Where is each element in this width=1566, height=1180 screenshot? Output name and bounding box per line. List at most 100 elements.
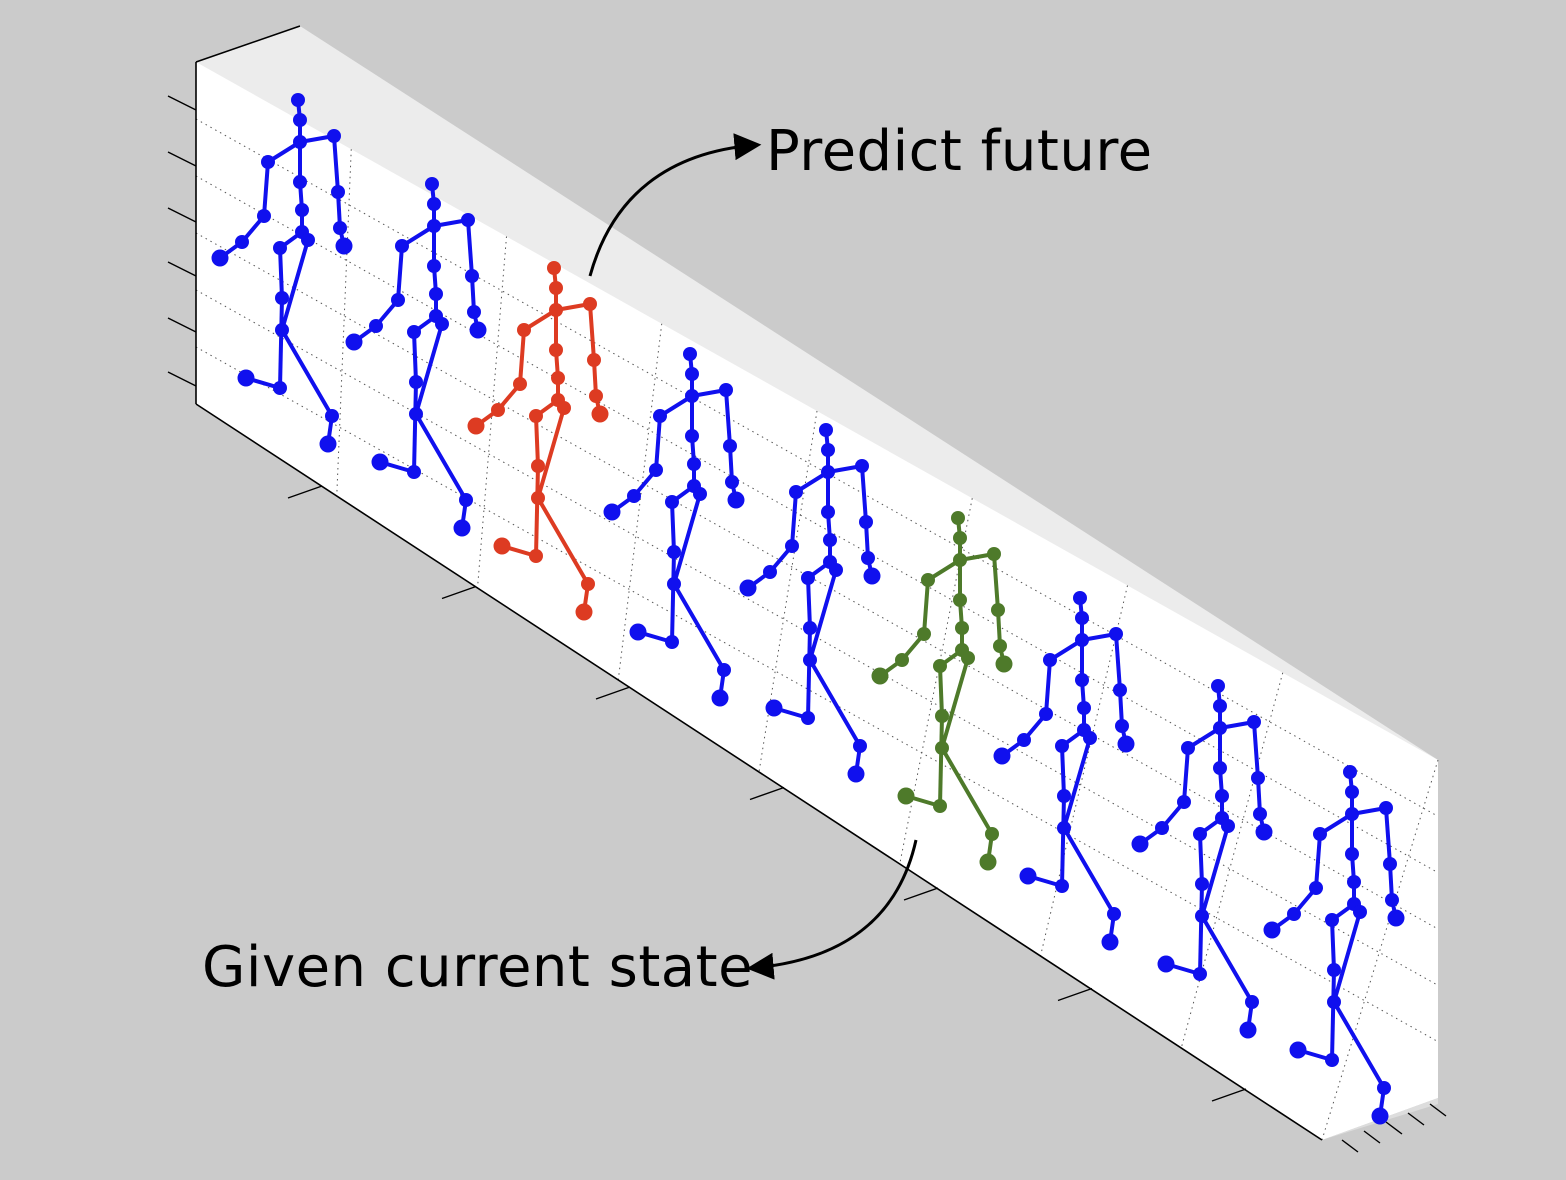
skeleton-joint [427,197,441,211]
skeleton-observed [211,93,353,453]
skeleton-joint [469,321,487,339]
skeleton-joint [435,317,449,331]
skeleton-bone [790,490,798,548]
skeleton-bone [992,552,1000,612]
skeleton-joint [581,577,595,591]
skeleton-joint [1343,765,1357,779]
skeleton-joint [529,409,543,423]
skeleton-joint [1245,995,1259,1009]
skeleton-joint [529,549,543,563]
skeleton-joint [1247,715,1261,729]
skeleton-joint [531,459,545,473]
skeleton-joint [301,233,315,247]
grid-line-horizontal [195,175,1439,874]
skeleton-joint [1109,627,1123,641]
skeleton-joint [1325,1053,1339,1067]
skeleton-joint [549,343,563,357]
skeleton-bone [414,412,468,502]
skeleton-joint [319,435,337,453]
skeleton-joint [993,747,1011,765]
skeleton-joint [995,655,1013,673]
skeleton-joint [491,403,505,417]
skeleton-joint [1345,847,1359,861]
skeleton-joint [1075,633,1089,647]
skeleton-joint [549,303,563,317]
skeleton-joint [933,799,947,813]
x-axis-tick [749,786,785,801]
skeleton-bone [938,714,944,808]
grid-line-horizontal [195,346,1439,1043]
skeleton-joint [801,571,815,585]
skeleton-bone [938,664,944,718]
skeleton-joint [861,551,875,565]
skeleton-joint [1353,905,1367,919]
skeleton-bone [1200,824,1230,918]
skeleton-joint [1347,875,1361,889]
skeleton-joint [293,113,307,127]
skeleton-joint [953,593,967,607]
skeleton-bone [534,414,540,468]
skeleton-joint [649,463,663,477]
skeleton-joint [685,429,699,443]
skeleton-joint [1325,913,1339,927]
skeleton-joint [345,333,363,351]
z-axis-tick [167,207,197,223]
skeleton-bone [922,578,930,636]
skeleton-joint [685,367,699,381]
skeleton-joint [1345,785,1359,799]
skeleton-bone [1330,918,1336,972]
skeleton-joint [409,375,423,389]
skeleton-bone [1332,910,1362,1004]
y-axis-tick [1429,1103,1447,1117]
skeleton-bone [262,160,270,218]
given-current-state-label: Given current state [202,935,754,1000]
skeleton-joint [517,323,531,337]
skeleton-bone [806,576,812,630]
skeleton-bone [672,582,726,672]
skeleton-joint [1211,679,1225,693]
skeleton-joint [1117,735,1135,753]
skeleton-joint [407,325,421,339]
skeleton-joint [1073,591,1087,605]
skeleton-joint [409,407,423,421]
skeleton-joint [1385,893,1399,907]
skeleton-joint [273,381,287,395]
x-axis-tick [595,686,631,700]
skeleton-joint [1177,795,1191,809]
skeleton-joint [459,493,473,507]
skeleton-joint [803,653,817,667]
grid-line-horizontal [195,289,1439,986]
box-back-panel [196,62,1438,1140]
skeleton-joint [575,603,593,621]
skeleton-figures [211,93,1405,1125]
skeleton-joint [427,259,441,273]
box-edges [195,25,1323,1141]
skeleton-joint [1195,909,1209,923]
skeleton-joint [1253,807,1267,821]
skeleton-joint [935,741,949,755]
skeleton-joint [723,439,737,453]
skeleton-bone [466,218,474,278]
skeleton-observed [603,347,745,707]
x-axis-tick [441,585,477,600]
skeleton-joint [371,453,389,471]
x-axis-tick [287,485,323,499]
skeleton-joint [1387,909,1405,927]
skeleton-joint [391,293,405,307]
skeleton-bone [536,496,590,586]
skeleton-joint [325,409,339,423]
skeleton-bone [536,406,566,500]
skeleton-joint [467,305,481,319]
skeleton-joint [395,239,409,253]
skeleton-joint [693,487,707,501]
skeleton-joint [819,423,833,437]
skeleton-joint [1251,771,1265,785]
skeleton-joint [895,653,909,667]
skeleton-joint [531,491,545,505]
skeleton-joint [763,565,777,579]
skeleton-joint [291,93,305,107]
predict-arrow [588,133,762,277]
skeleton-bone [940,656,970,750]
skeleton-joint [1263,921,1281,939]
